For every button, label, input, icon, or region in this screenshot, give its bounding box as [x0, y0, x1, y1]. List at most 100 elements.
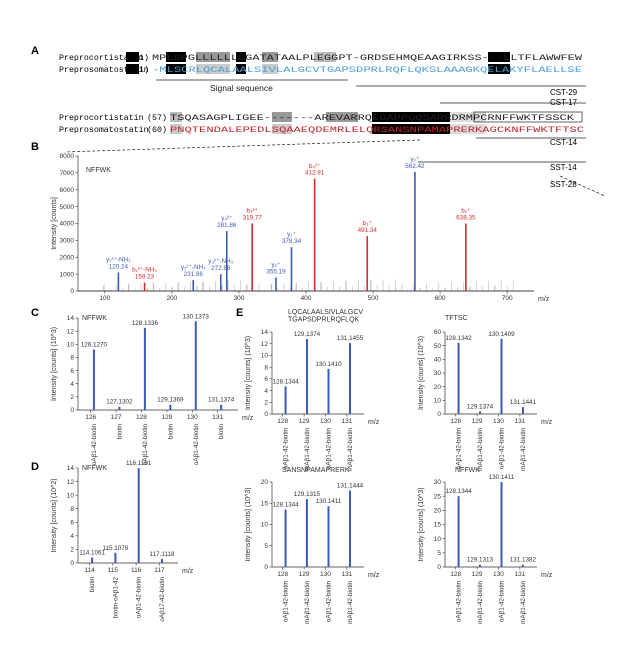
peak-bar: [220, 404, 223, 410]
x-tick-label: 400: [301, 295, 312, 302]
peak-label: 131.1444: [337, 483, 364, 490]
cst29-label: CST-29: [550, 88, 578, 97]
highlight-block: [236, 52, 246, 62]
alignment-row4-num: (60): [147, 125, 167, 135]
x-tick-label: 116: [131, 567, 142, 574]
category-label: oAβ1-42-biotin: [142, 424, 149, 466]
y-tick-label: 20: [434, 508, 442, 515]
highlight-block: [126, 52, 139, 62]
peak-bar: [91, 557, 94, 563]
highlight-block: [372, 124, 382, 134]
peak-label: b₃⁺ 491.34: [358, 220, 378, 234]
peak-bar: [366, 236, 369, 291]
peak-bar: [327, 506, 330, 567]
y-tick-label: 6: [70, 519, 74, 526]
peak-bar: [306, 339, 309, 414]
category-label: mAβ1-42-biotin: [347, 581, 354, 624]
panel-label-b: B: [31, 141, 39, 153]
peak-bar: [284, 386, 287, 414]
category-label: biotin: [89, 577, 96, 593]
y-tick-label: 10: [261, 522, 269, 529]
peak-bar: [251, 223, 253, 291]
peak-label: 128.1344: [272, 502, 299, 509]
peak-label: y₂⁺ 355.19: [266, 262, 286, 276]
x-axis-label: m/z: [541, 572, 553, 579]
y-tick-label: 0: [70, 560, 74, 567]
x-axis-label: m/z: [538, 296, 550, 303]
chart-title: NFFWK: [82, 315, 107, 322]
cst17-label: CST-17: [550, 98, 578, 107]
sst14-label: SST-14: [550, 163, 577, 172]
peak-label: 130.1411: [489, 474, 515, 481]
y-tick-label: 25: [434, 493, 442, 500]
chart-e3: 0 5 10 15 20 128 129 130 131 Intensity [counts] (…: [245, 467, 380, 624]
x-tick-label: 130: [493, 571, 504, 578]
x-tick-label: 127: [111, 414, 122, 421]
y-tick-label: 8: [264, 364, 268, 371]
x-tick-label: 126: [85, 414, 96, 421]
peak-label: 114.1061: [79, 550, 105, 557]
peak-label: 131.1455: [337, 335, 364, 342]
y-tick-label: 5000: [60, 204, 75, 211]
peak-label: 129.1313: [467, 557, 494, 564]
peak-bar: [521, 564, 524, 567]
chart-b: 0 1000 2000 3000 4000 5000 6000 7000 8000 100 200 3…: [51, 153, 550, 303]
peak-bar: [194, 321, 197, 410]
y-tick-label: 6: [70, 368, 74, 375]
category-label: biotin-oAβ1-42: [112, 577, 119, 619]
x-tick-label: 300: [234, 295, 245, 302]
x-tick-label: 100: [99, 295, 110, 302]
peak-bar: [92, 349, 95, 410]
x-tick-label: 129: [472, 571, 483, 578]
category-label: biotin: [116, 424, 123, 440]
peak-label: 128.1344: [445, 488, 472, 495]
zoom-dashed-line-left: [64, 139, 421, 153]
x-tick-label: 117: [154, 567, 165, 574]
chart-title: LQCALAALSIVLALGCV TGAPSDPRLRQFLQK: [288, 309, 363, 324]
y-axis-label: Intensity [counts] (10^3): [245, 336, 252, 410]
peak-label: y₁²⁺-NH₃ 120.24: [106, 256, 131, 270]
y-tick-label: 8000: [60, 153, 75, 160]
y-tick-label: 12: [261, 341, 269, 348]
peak-bar: [219, 274, 222, 291]
peak-label: 115.1078: [102, 545, 128, 552]
highlight-block: [314, 52, 336, 62]
category-label: oAβ1-42-biotin: [91, 424, 98, 466]
alignment-row2-num: (1): [134, 65, 149, 75]
y-tick-label: 0: [264, 564, 268, 571]
chart-title: NFFWK: [82, 465, 107, 472]
peak-bar: [500, 482, 503, 567]
highlight-block: [450, 124, 486, 134]
panel-a: A Preproco: [31, 45, 606, 197]
alignment-row1-num: (1): [134, 53, 149, 63]
peak-label: y₂⁺ 562.42: [405, 156, 425, 170]
y-axis-label: Intensity [counts] (10^3): [418, 487, 425, 561]
highlight-block: [488, 64, 510, 74]
y-tick-label: 30: [434, 479, 442, 486]
peak-bar: [169, 404, 172, 410]
peak-bar: [114, 552, 117, 563]
alignment-row3-num: (57): [147, 113, 167, 123]
category-label: oAβ17-42-biotin: [159, 577, 166, 622]
chart-e4: 0 5 10 15 20 25 30 128 129 130 131 Intensity [count…: [418, 467, 553, 624]
highlight-block: [326, 112, 358, 122]
peak-bar: [118, 406, 121, 410]
highlight-block: [126, 64, 139, 74]
x-tick-label: 130: [187, 414, 198, 421]
peak-label: 126.1270: [81, 342, 108, 349]
category-label: mAβ1-42-biotin: [477, 428, 484, 471]
x-tick-label: 114: [84, 567, 95, 574]
y-tick-label: 6000: [60, 187, 75, 194]
peak-bar: [465, 223, 467, 291]
peak-label: 117.1118: [150, 551, 175, 558]
y-tick-label: 10: [67, 341, 75, 348]
highlight-block: [382, 112, 450, 122]
category-label: oAβ1-42-biotin: [499, 428, 506, 470]
category-label: oAβ1-42-biotin: [326, 581, 333, 623]
alignment-row1-seq: MPLSPGLLLLLLSGATATAALPLEGGPT-GRDSEHMQEAA…: [152, 54, 582, 63]
peak-label: 128.1342: [445, 335, 472, 342]
y-tick-label: 20: [434, 384, 442, 391]
category-label: mAβ1-42-biotin: [304, 428, 311, 471]
category-label: oAβ1-42-biotin: [456, 581, 463, 623]
highlight-block: [488, 52, 510, 62]
